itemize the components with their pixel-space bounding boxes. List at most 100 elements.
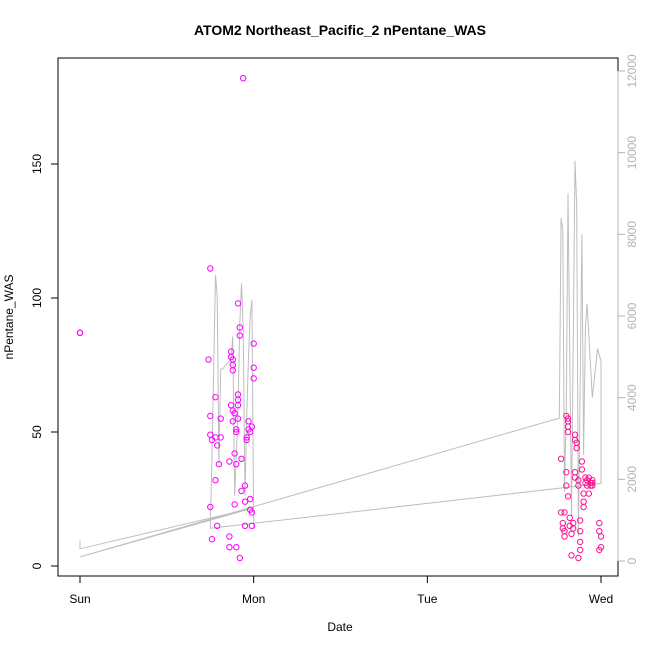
y-tick-label: 50	[30, 425, 44, 439]
data-point	[233, 461, 240, 468]
data-point	[207, 412, 214, 420]
data-point	[212, 394, 219, 401]
data-point	[215, 461, 223, 468]
data-point	[557, 455, 565, 462]
data-point	[236, 324, 244, 331]
y-tick-label: 0	[30, 562, 44, 569]
chart-title: ATOM2 Northeast_Pacific_2 nPentane_WAS	[194, 22, 486, 38]
altitude-line	[79, 160, 602, 558]
data-point	[240, 75, 247, 82]
data-point	[250, 340, 257, 347]
data-point	[238, 487, 245, 495]
data-point	[233, 428, 240, 436]
data-point	[596, 519, 603, 527]
data-point	[573, 444, 580, 452]
data-point	[226, 458, 233, 465]
data-point	[205, 356, 212, 363]
data-point	[212, 477, 219, 484]
data-point	[229, 367, 237, 374]
points-layer	[76, 75, 605, 562]
data-point	[241, 522, 249, 529]
x-tick-label: Mon	[242, 592, 265, 606]
data-point	[233, 426, 240, 433]
data-point	[597, 544, 605, 551]
data-point	[229, 418, 237, 425]
data-point	[575, 482, 582, 489]
data-point	[214, 522, 221, 529]
data-point	[580, 503, 587, 511]
data-point	[578, 466, 586, 473]
data-point	[561, 509, 568, 516]
data-point	[557, 509, 565, 516]
altitude-line-layer	[79, 160, 602, 558]
y2-tick-label: 6000	[625, 302, 639, 329]
data-point	[234, 300, 242, 307]
y-tick-label: 150	[30, 154, 44, 174]
data-point	[250, 364, 257, 371]
data-point	[214, 442, 221, 449]
y2-tick-label: 12000	[625, 54, 639, 88]
data-point	[217, 434, 224, 441]
data-point	[597, 533, 605, 540]
data-point	[207, 503, 214, 511]
data-point	[243, 436, 250, 444]
data-point	[566, 514, 573, 521]
data-point	[233, 544, 240, 551]
data-point	[589, 482, 596, 489]
data-point	[248, 509, 256, 516]
data-point	[231, 450, 238, 457]
y2-tick-label: 8000	[625, 221, 639, 248]
data-point	[217, 415, 224, 422]
data-point	[577, 528, 584, 535]
y2-tick-label: 0	[625, 557, 639, 564]
data-point	[577, 517, 584, 524]
data-point	[226, 533, 233, 540]
x-tick-label: Sun	[69, 592, 90, 606]
y-axis-right: 0 2000 4000 6000 8000 10000 12000	[617, 54, 639, 564]
x-axis-label: Date	[327, 620, 353, 634]
data-point	[245, 418, 252, 425]
data-point	[243, 434, 250, 441]
y-tick-label: 100	[30, 288, 44, 308]
data-point	[241, 482, 249, 489]
y2-tick-label: 2000	[625, 466, 639, 493]
data-point	[234, 402, 242, 409]
data-point	[247, 495, 254, 503]
data-point	[234, 391, 242, 398]
data-point	[563, 469, 570, 476]
data-point	[76, 329, 84, 336]
data-point	[234, 415, 242, 422]
data-point	[564, 415, 572, 422]
data-point	[570, 525, 577, 532]
data-point	[236, 554, 244, 562]
data-point	[589, 479, 596, 487]
y2-tick-label: 4000	[625, 384, 639, 411]
data-point	[226, 544, 233, 551]
data-point	[577, 538, 584, 546]
data-point	[231, 410, 238, 417]
x-axis: Sun Mon Tue Wed	[69, 575, 613, 606]
y2-tick-label: 10000	[625, 136, 639, 170]
y-axis-label: nPentane_WAS	[2, 275, 16, 360]
data-point	[241, 498, 249, 505]
x-tick-label: Wed	[589, 592, 613, 606]
data-point	[250, 375, 257, 382]
data-point	[563, 482, 570, 489]
data-point	[578, 458, 586, 465]
data-point	[208, 536, 216, 543]
data-point	[585, 490, 592, 497]
data-point	[238, 455, 245, 462]
y-axis-left: 0 50 100 150	[30, 154, 59, 569]
data-point	[564, 493, 572, 500]
data-point	[577, 546, 584, 554]
data-point	[231, 501, 238, 508]
data-point	[564, 428, 572, 436]
data-point	[248, 522, 256, 529]
data-point	[207, 265, 214, 272]
data-point	[575, 554, 582, 562]
data-point	[236, 332, 244, 339]
data-point	[561, 533, 568, 540]
x-tick-label: Tue	[417, 592, 438, 606]
